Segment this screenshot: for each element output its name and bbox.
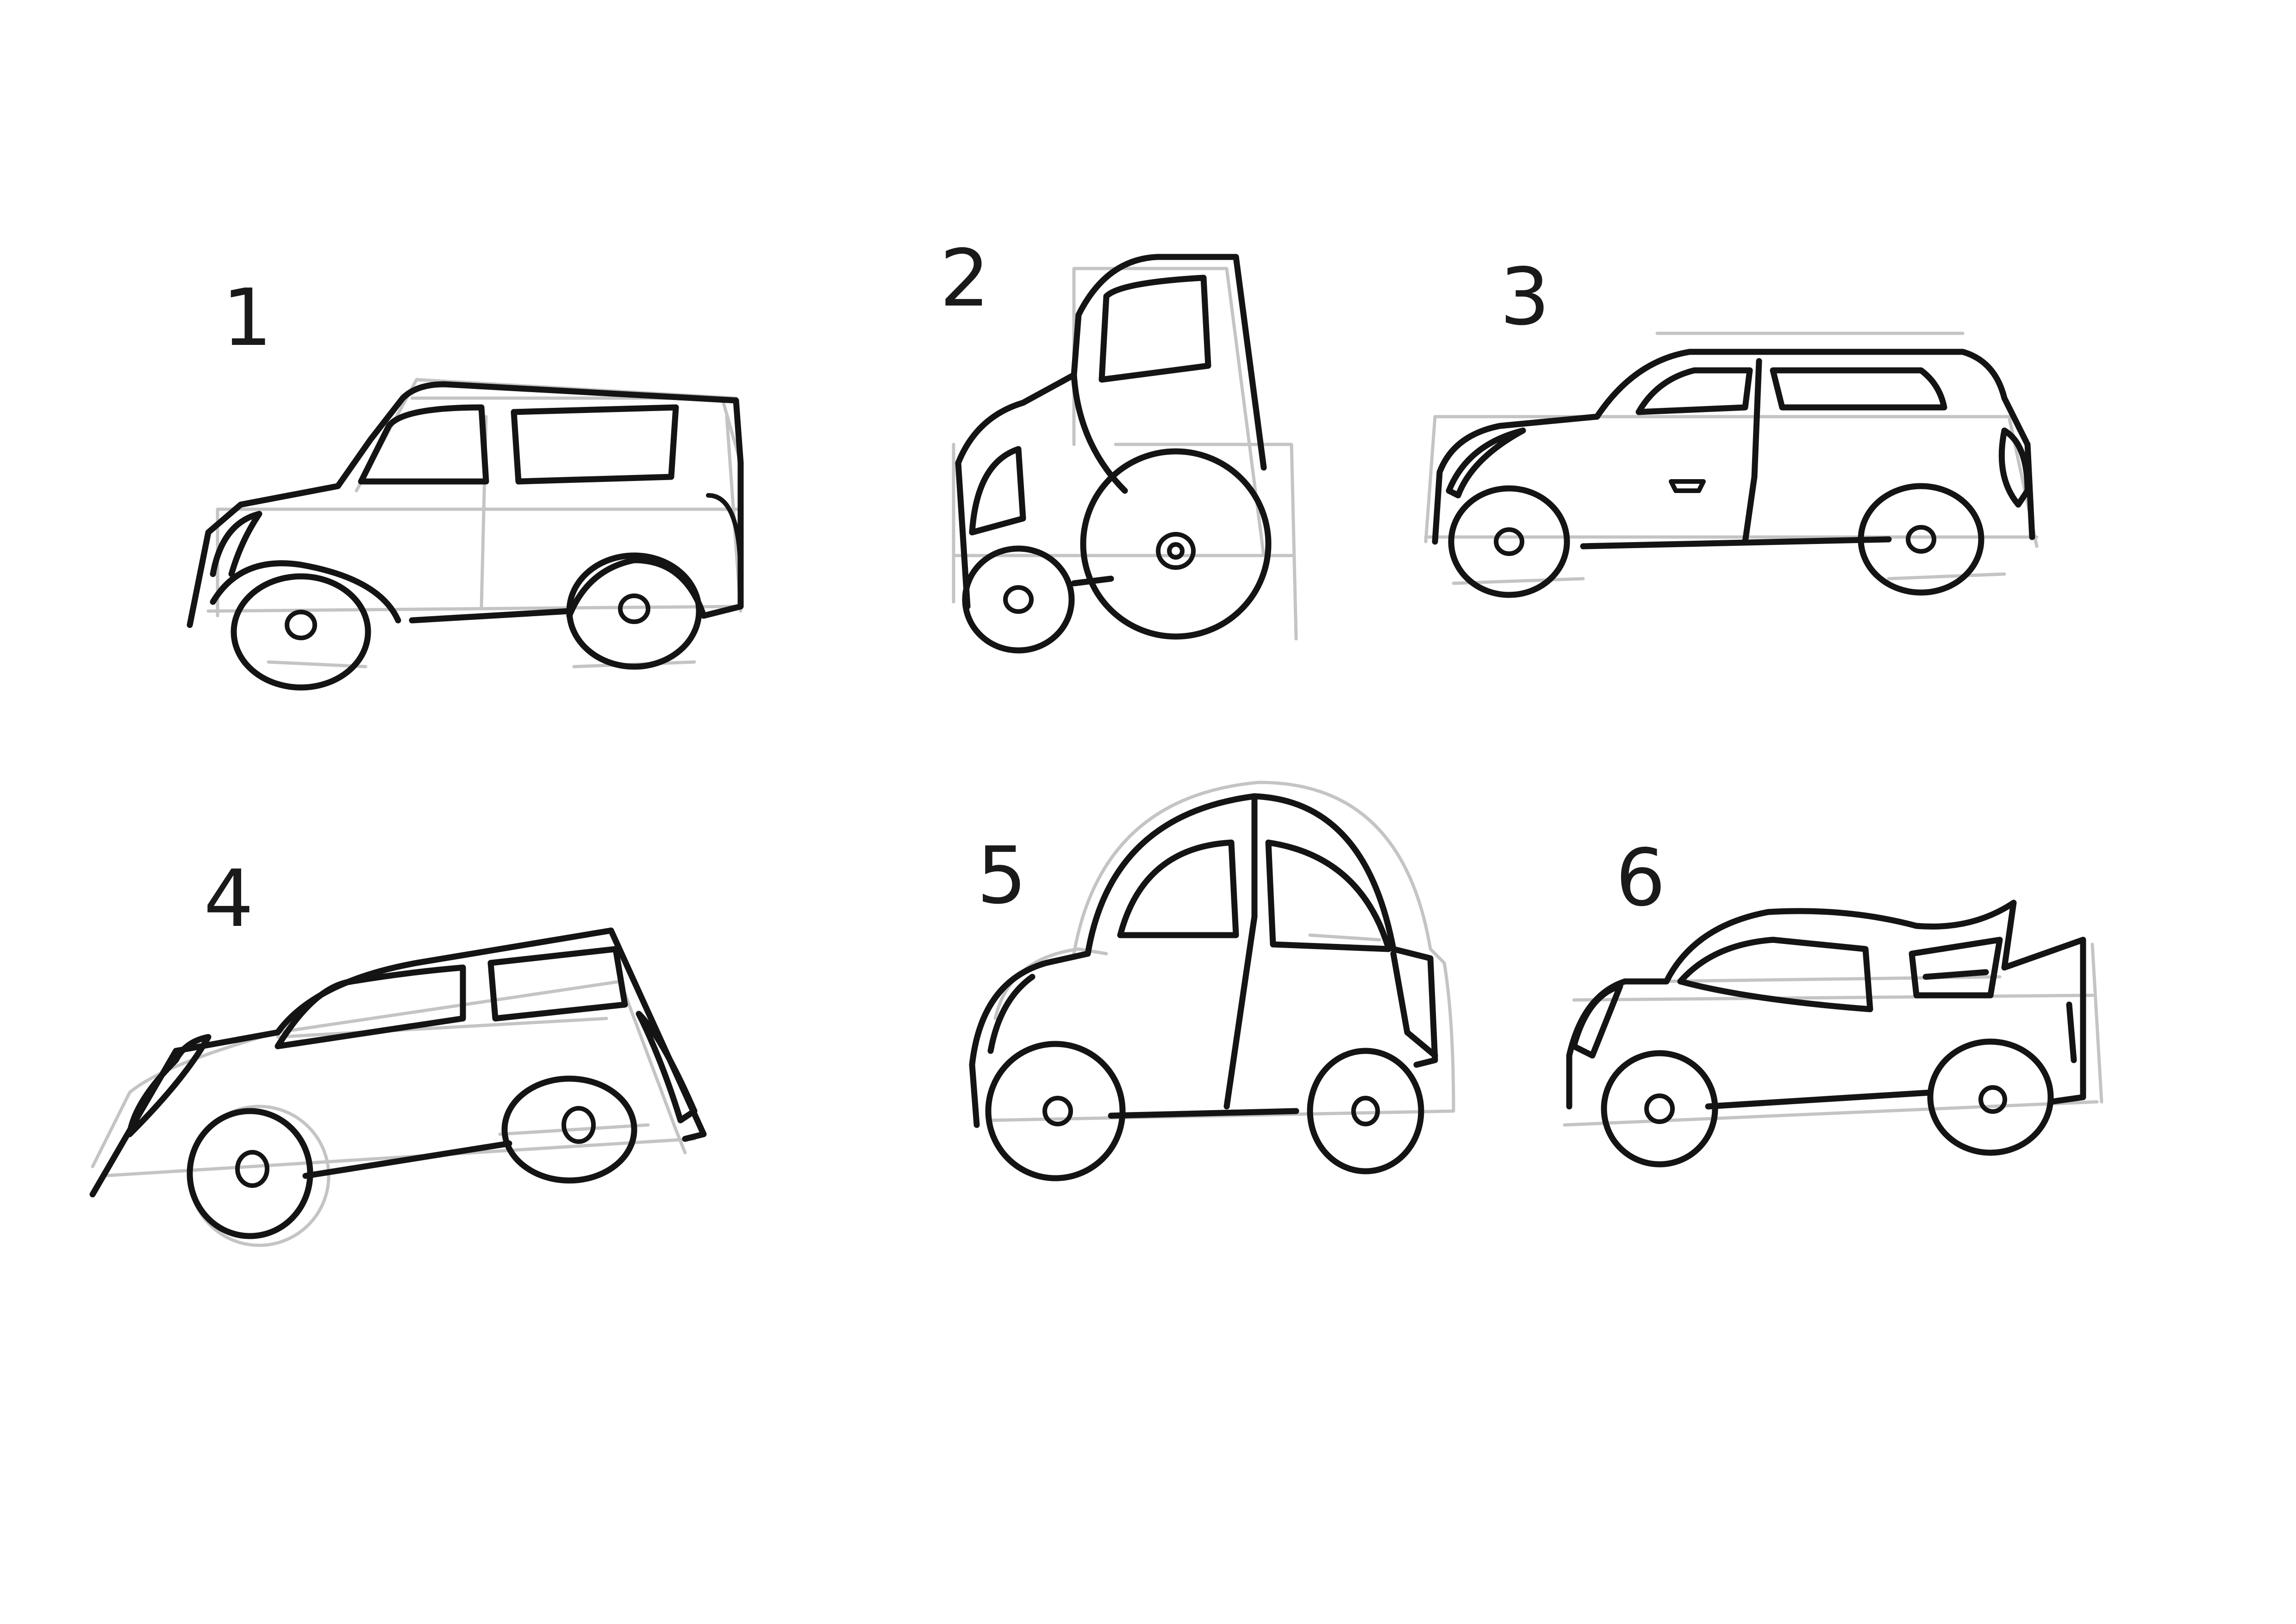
sketch-2: 2 [940,233,1296,650]
sketch-3: 3 [1426,251,2037,595]
sketch-1-number: 1 [222,272,272,364]
sketch-6-number: 6 [1616,832,1666,924]
sketch-5: 5 [972,782,1454,1178]
sketch-2-number: 2 [940,233,990,325]
sketch-4-number: 4 [204,853,254,945]
sketch-4: 4 [93,853,704,1245]
sketch-3-number: 3 [1500,251,1550,343]
sketch-5-number: 5 [977,830,1027,922]
sketch-6: 6 [1565,832,2102,1164]
sketch-1: 1 [190,272,741,687]
